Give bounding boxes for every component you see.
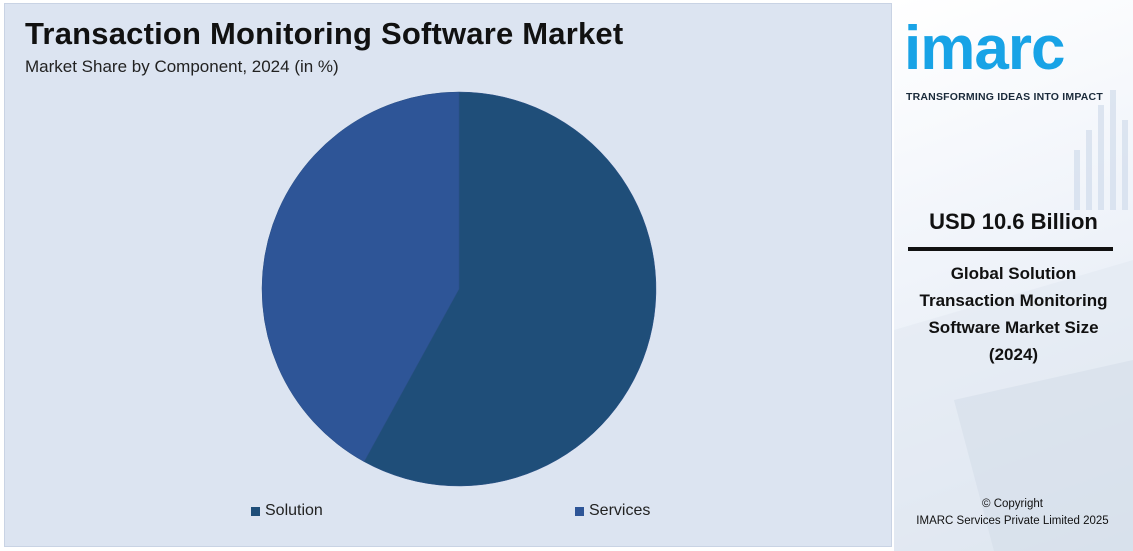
legend-item-services: Services [575,502,650,520]
legend-swatch-services [575,506,584,516]
background-decoration [894,90,1133,551]
logo-tagline: TRANSFORMING IDEAS INTO IMPACT [906,91,1103,103]
market-value: USD 10.6 Billion [929,209,1098,234]
legend-item-solution: Solution [251,502,323,520]
market-description: Global Solution Transaction Monitoring S… [919,264,1108,364]
legend-swatch-solution [251,506,260,516]
divider [908,247,1113,251]
copyright-line-1: © Copyright [982,498,1043,510]
chart-title: Transaction Monitoring Software Market [25,16,624,51]
pie-slice-services [261,91,460,462]
copyright-line-2: IMARC Services Private Limited 2025 [916,515,1109,527]
legend-label-solution: Solution [265,502,323,519]
pie-slice-solution [363,91,657,487]
info-sidebar: imarc TRANSFORMING IDEAS INTO IMPACT USD… [894,0,1133,551]
legend-label-services: Services [589,502,651,519]
imarc-logo: imarc [904,14,1065,83]
chart-subtitle: Market Share by Component, 2024 (in %) [25,57,339,76]
pie-chart [261,91,657,487]
chart-panel: Transaction Monitoring Software Market M… [4,3,892,547]
copyright: © Copyright IMARC Services Private Limit… [894,496,1131,530]
